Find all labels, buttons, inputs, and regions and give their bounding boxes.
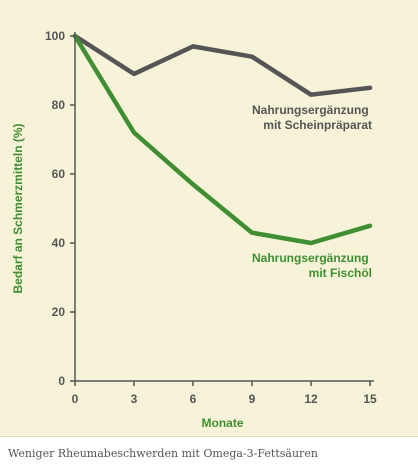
series-label-placebo-line-2: mit Scheinpräparat [263,118,372,132]
x-axis-title: Monate [202,416,244,430]
line-chart: 0 20 40 60 80 100 0 3 6 9 12 15 Bedarf an Schmerzmi… [11,29,377,430]
series-line-fish-oil [72,33,373,246]
y-tick-label: 60 [52,167,66,181]
y-tick-label: 20 [52,305,66,319]
x-tick-label: 15 [363,392,377,406]
y-tick-label: 40 [52,236,66,250]
series-label-fish-oil-line-2: mit Fischöl [309,266,372,280]
y-tick-label: 80 [52,98,66,112]
series-line-placebo [72,33,373,97]
series-layer [72,33,373,246]
x-tick-label: 6 [190,392,197,406]
y-tick-label: 100 [45,29,65,43]
x-tick-label: 9 [249,392,256,406]
chart-panel: 0 20 40 60 80 100 0 3 6 9 12 15 Bedarf an Schmerzmi… [0,0,418,437]
axes-layer: 0 20 40 60 80 100 0 3 6 9 12 15 [45,29,377,406]
series-label-placebo-line-1: Nahrungsergänzung [252,103,369,117]
x-tick-label: 3 [131,392,138,406]
series-label-fish-oil: Nahrungsergänzung mit Fischöl [252,251,372,280]
series-label-placebo: Nahrungsergänzung mit Scheinpräparat [252,103,372,132]
caption: Weniger Rheumabeschwerden mit Omega-3-Fe… [8,447,318,460]
y-axis-title: Bedarf an Schmerzmitteln (%) [11,123,25,293]
x-tick-label: 0 [72,392,79,406]
x-tick-label: 12 [304,392,318,406]
series-label-fish-oil-line-1: Nahrungsergänzung [252,251,369,265]
y-tick-label: 0 [58,374,65,388]
